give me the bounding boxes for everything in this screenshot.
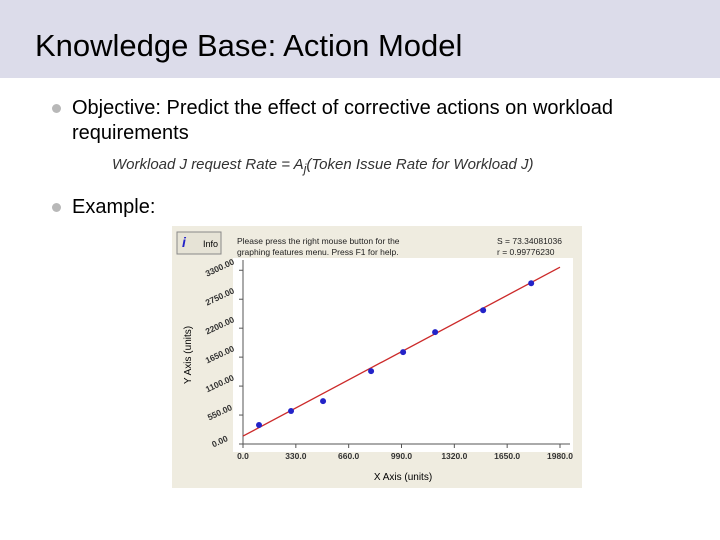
point: [400, 349, 407, 356]
bullet-text: Objective: Predict the effect of correct…: [72, 96, 672, 146]
title: Knowledge Base: Action Model: [35, 28, 463, 63]
point: [368, 368, 375, 375]
x-tick-label: 660.0: [338, 451, 360, 461]
bullet-label: Objective:: [72, 97, 161, 119]
formula-sub: j: [303, 162, 307, 176]
x-tick-label: 0.0: [237, 451, 249, 461]
bullet: [52, 104, 61, 113]
formula-left: Workload J request Rate = A: [112, 156, 304, 173]
x-tick-label: 990.0: [391, 451, 413, 461]
point: [320, 398, 327, 405]
stat: r = 0.99776230: [497, 247, 555, 257]
point: [256, 422, 263, 429]
title-band: [0, 0, 720, 78]
point: [432, 329, 439, 336]
bullet-body: Predict the effect of corrective actions…: [72, 97, 614, 144]
x-tick-label: 330.0: [285, 451, 307, 461]
info-button[interactable]: [176, 231, 222, 255]
point: [528, 280, 535, 287]
x-tick-label: 1980.0: [547, 451, 573, 461]
formula: Workload J request Rate = Aj(Token Issue…: [112, 156, 533, 176]
x-axis-label: X Axis (units): [374, 472, 432, 483]
info-icon: i: [182, 234, 187, 250]
y-axis-label: Y Axis (units): [183, 326, 194, 384]
bullet-text: Example:: [72, 196, 156, 218]
info-label: Info: [203, 239, 218, 249]
help-text: Please press the right mouse button for …: [237, 236, 400, 246]
point: [480, 307, 487, 314]
point: [288, 408, 295, 415]
bullet: [52, 203, 61, 212]
x-tick-label: 1320.0: [441, 451, 467, 461]
x-tick-label: 1650.0: [494, 451, 520, 461]
stat: S = 73.34081036: [497, 236, 562, 246]
formula-right: (Token Issue Rate for Workload J): [306, 156, 534, 173]
help-text: graphing features menu. Press F1 for hel…: [237, 247, 399, 257]
